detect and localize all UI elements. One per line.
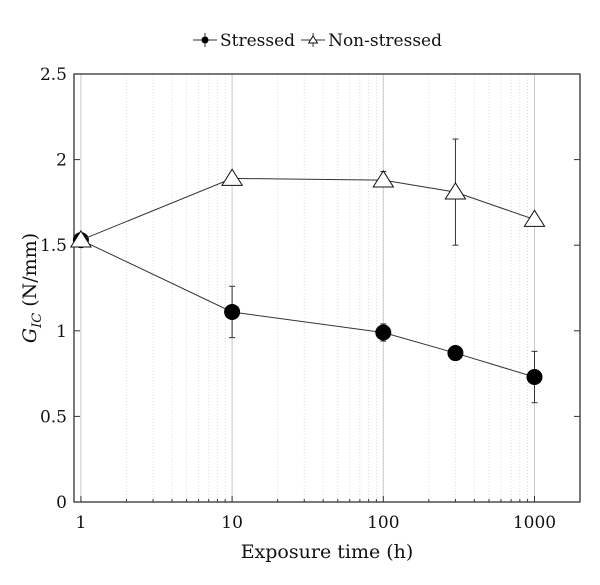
legend-label: Stressed [220,31,295,51]
data-point-stressed [447,345,464,362]
y-label-main: G [19,328,41,343]
data-point-non-stressed [444,181,467,200]
plot-frame [73,73,581,503]
legend-item-non-stressed: Non-stressed [301,31,442,51]
series-layer [69,138,546,404]
data-point-stressed [224,303,241,320]
grid [80,74,581,502]
data-point-non-stressed [372,170,395,188]
data-point-non-stressed [307,35,319,44]
legend-label: Non-stressed [328,31,442,51]
x-tick-label: 10 [221,513,243,533]
y-axis-label: GIC (N/mm) [19,233,45,343]
data-point-stressed [201,36,209,44]
svg-text:GIC (N/mm): GIC (N/mm) [19,233,45,343]
y-tick-label: 0.5 [40,407,67,427]
data-point-non-stressed [69,229,92,248]
legend-item-stressed: Stressed [193,31,295,51]
data-point-non-stressed [221,168,244,186]
y-label-unit: (N/mm) [19,233,41,307]
x-axis-label: Exposure time (h) [241,541,414,563]
axis-ticks: 1 10 100 1000 0 0.5 1 1.5 2 2.5 [40,65,581,533]
x-tick-label: 100 [367,513,399,533]
data-point-non-stressed [523,209,546,227]
data-point-stressed [526,369,543,386]
y-tick-label: 0 [56,493,67,513]
series-line [80,177,535,241]
x-tick-label: 1000 [513,513,556,533]
legend: Stressed Non-stressed [193,31,442,51]
y-tick-label: 1 [56,322,67,342]
y-tick-label: 1.5 [40,236,67,256]
series-line [80,239,535,378]
y-label-subscript: IC [30,313,45,329]
series-non-stressed [69,138,546,248]
x-tick-label: 1 [76,513,87,533]
y-tick-label: 2 [56,151,67,171]
y-tick-label: 2.5 [40,65,67,85]
series-stressed [72,232,543,404]
data-point-stressed [375,324,392,341]
